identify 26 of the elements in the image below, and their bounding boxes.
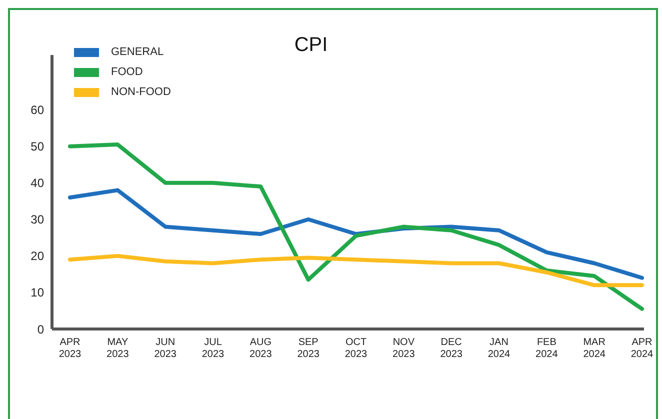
legend-label: GENERAL: [111, 46, 164, 58]
x-tick-label: MAR 2024: [583, 337, 606, 360]
y-tick-label: 10: [30, 286, 44, 300]
x-tick-label: JUL 2023: [202, 337, 225, 360]
x-tick-label: MAY 2023: [106, 337, 130, 360]
y-tick-label: 0: [37, 322, 44, 336]
x-tick-label: DEC 2023: [440, 337, 463, 360]
legend-label: FOOD: [111, 66, 143, 78]
x-tick-label: NOV 2023: [392, 337, 416, 360]
chart-title: CPI: [293, 34, 329, 57]
line-series: [68, 254, 644, 288]
y-tick-label: 60: [30, 103, 44, 118]
x-tick-label: APR 2024: [630, 337, 654, 360]
x-tick-label: FEB 2024: [536, 337, 558, 360]
x-tick-label: AUG 2023: [250, 337, 272, 360]
y-tick-label: 40: [30, 176, 44, 190]
y-tick-label: 20: [30, 249, 44, 264]
x-tick-label: JAN 2024: [488, 337, 511, 360]
x-tick-label: OCT 2023: [344, 337, 368, 360]
x-tick-label: APR 2023: [58, 337, 82, 360]
y-tick-label: 50: [30, 140, 44, 154]
y-tick-label: 30: [30, 212, 44, 227]
x-tick-label: JUN 2023: [154, 337, 177, 360]
x-tick-label: SEP 2023: [297, 337, 320, 360]
legend-label: NON-FOOD: [111, 86, 171, 98]
line-series: [68, 142, 644, 311]
